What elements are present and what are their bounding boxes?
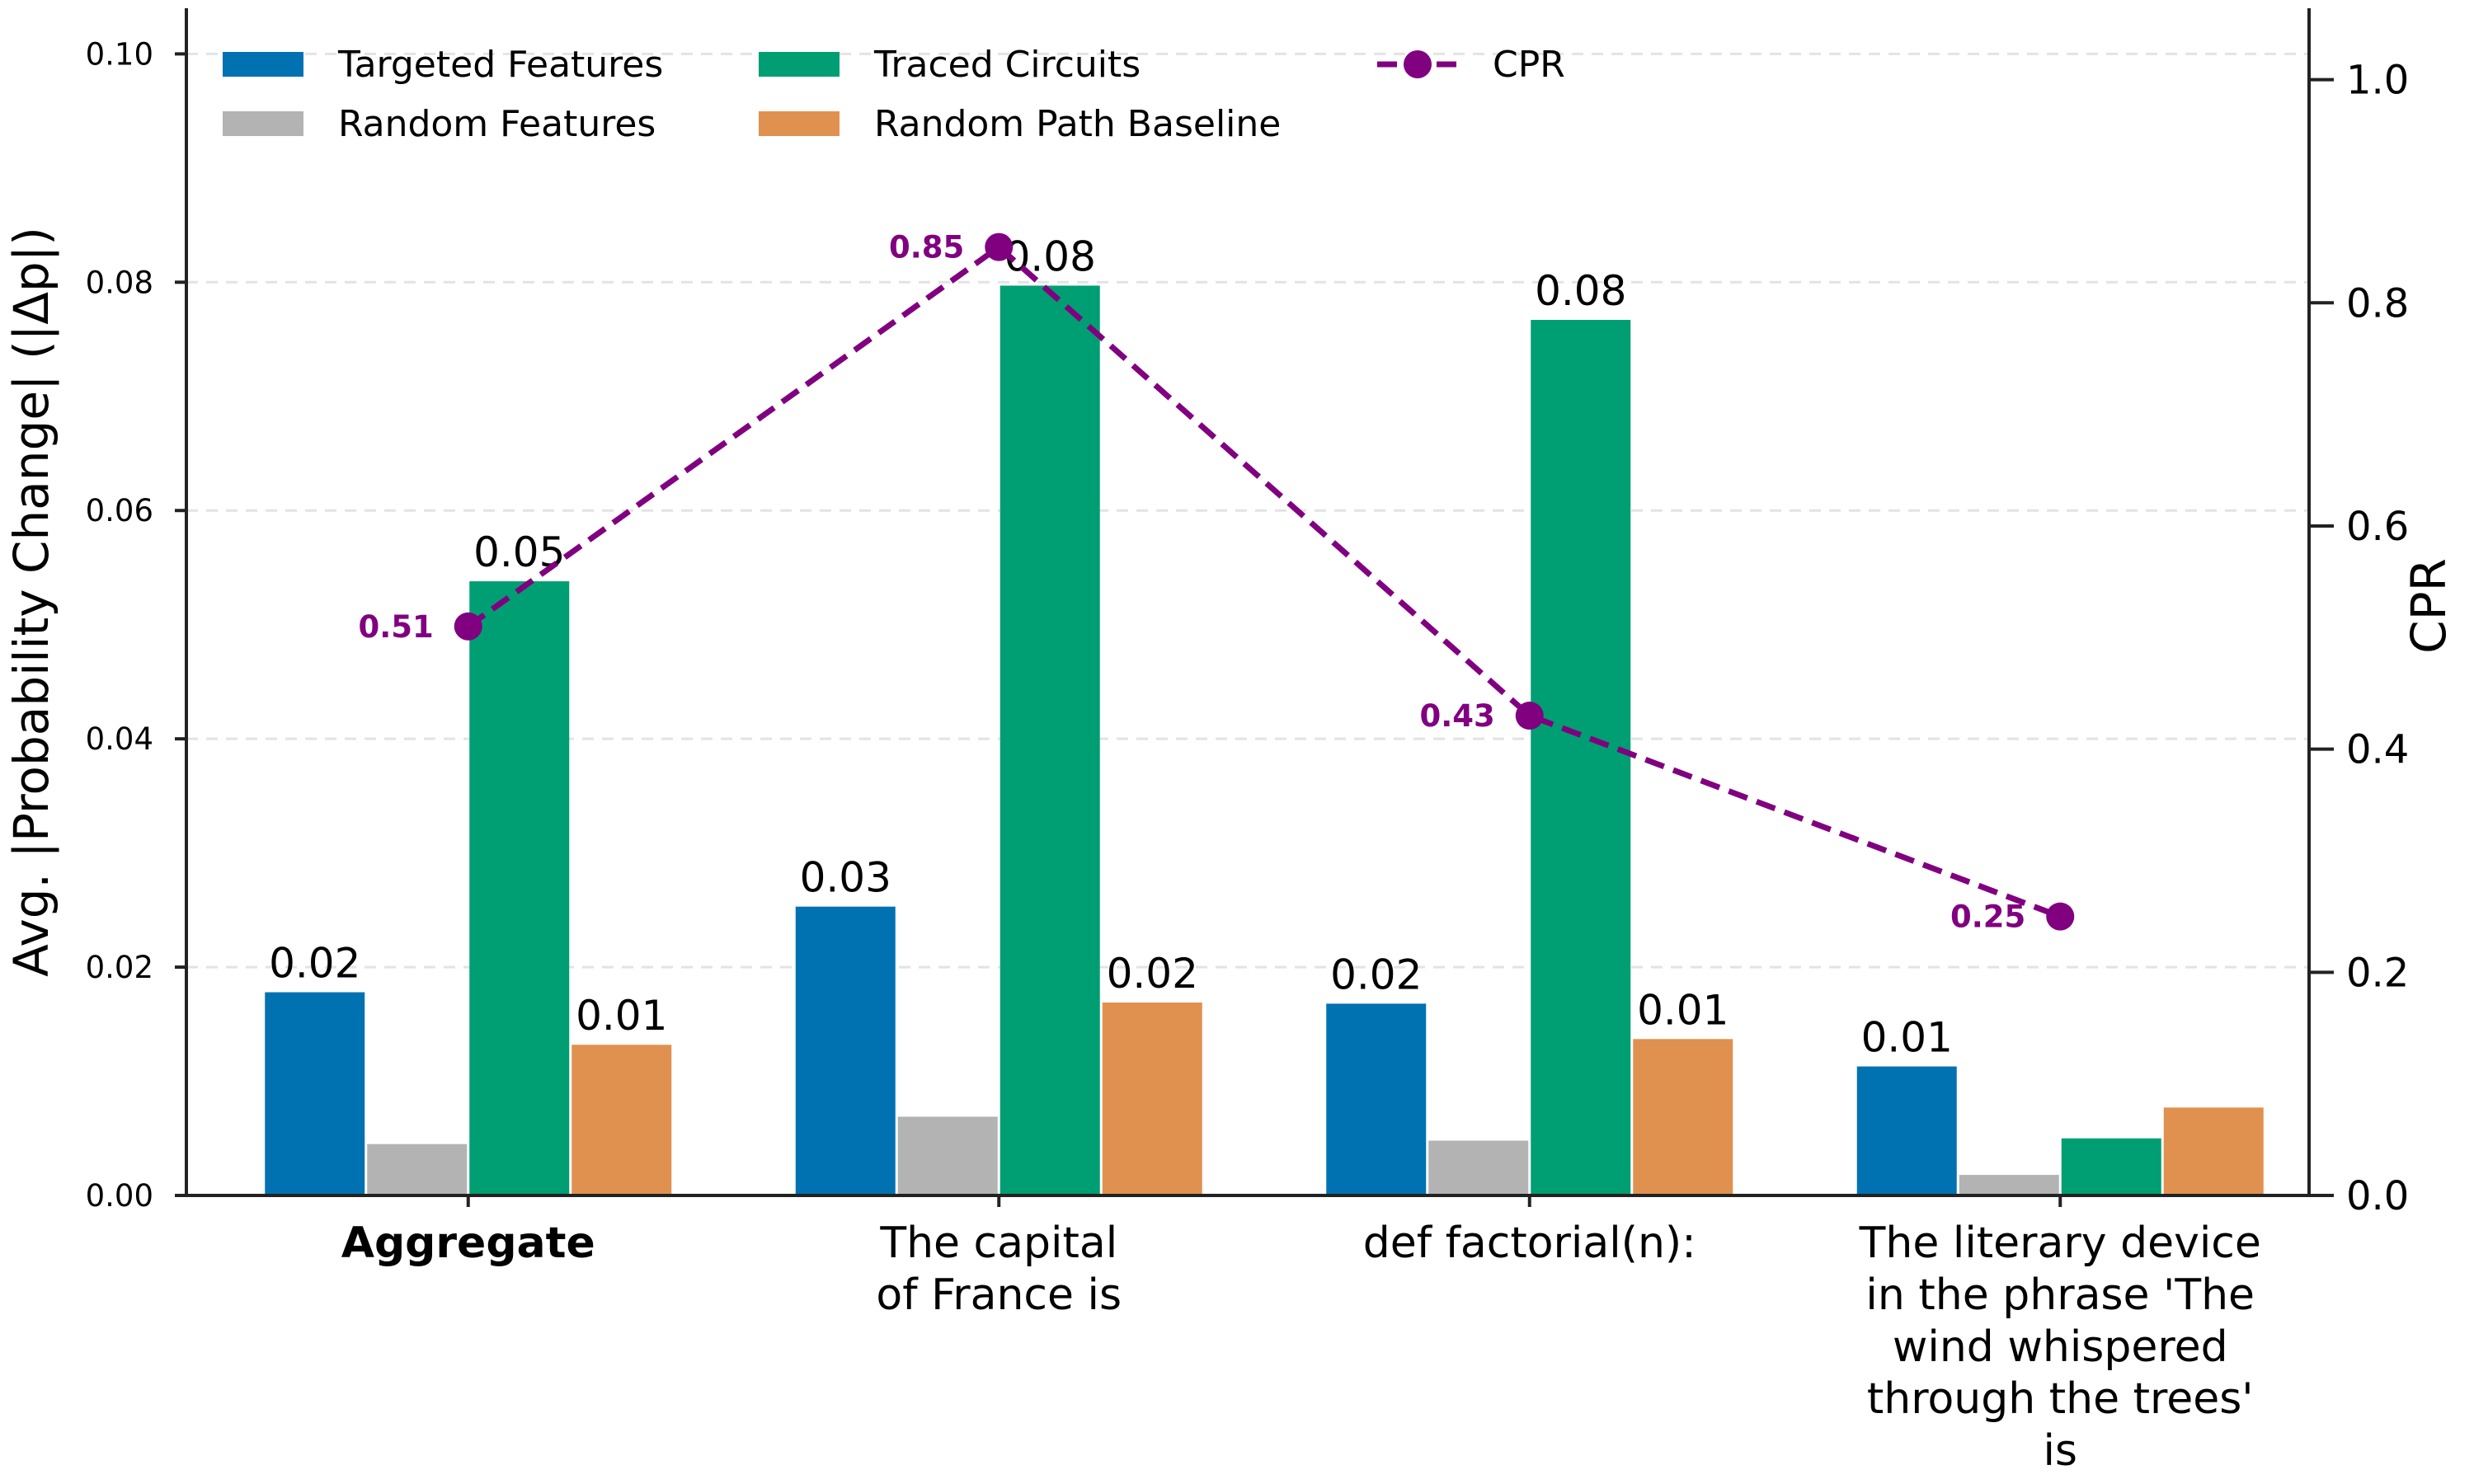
bar-random-features (367, 1144, 468, 1195)
legend-swatch (759, 52, 840, 77)
legend-label: Targeted Features (337, 44, 663, 86)
bar-random-path-baseline (571, 1045, 672, 1195)
bar-targeted-features (795, 906, 896, 1195)
legend-label: Traced Circuits (873, 44, 1141, 86)
legend-label: Random Path Baseline (874, 103, 1281, 145)
y-right-tick-label: 0.6 (2346, 504, 2409, 550)
bars (265, 285, 2264, 1195)
bar-random-features (1428, 1140, 1529, 1195)
legend-swatch (223, 111, 303, 136)
cpr-value-label: 0.25 (1950, 899, 2025, 935)
cpr-point (454, 612, 482, 641)
y-tick-label: 0.04 (86, 721, 153, 757)
bar-value-label: 0.02 (1330, 951, 1422, 998)
y-right-tick-label: 0.8 (2346, 280, 2409, 326)
y-tick-label: 0.08 (86, 265, 153, 300)
y-right-tick-label: 0.0 (2346, 1173, 2409, 1219)
legend-swatch (223, 52, 303, 77)
bar-traced-circuits (469, 581, 570, 1195)
bar-random-features (897, 1116, 998, 1195)
x-tick-label: The capital of France is (876, 1219, 1122, 1320)
bar-random-path-baseline (1102, 1003, 1202, 1195)
bar-value-label: 0.02 (1107, 950, 1198, 998)
bar-traced-circuits (2061, 1138, 2161, 1195)
bar-targeted-features (1326, 1003, 1427, 1195)
legend-swatch (759, 111, 840, 136)
cpr-line-path (466, 243, 2062, 919)
y-tick-label: 0.00 (86, 1178, 153, 1214)
bar-value-label: 0.08 (1004, 232, 1096, 280)
bar-value-label: 0.02 (269, 940, 360, 988)
y-tick-label: 0.10 (86, 36, 153, 72)
cpr-value-label: 0.85 (889, 230, 964, 265)
bar-value-label: 0.08 (1535, 267, 1626, 315)
grid-lines (186, 52, 2309, 969)
axes: 0.00 0.02 0.04 0.06 0.08 0.10 0.0 0.2 0.4 0.6 0.8 1… (3, 8, 2457, 1476)
legend: Targeted Features Random Features Traced C… (223, 44, 1565, 145)
x-tick-label: The literary device in the phrase 'The win… (1859, 1219, 2261, 1476)
bar-value-labels: 0.020.050.010.030.080.02 0.020.080.010.01 (269, 232, 1953, 1061)
legend-label: Random Features (338, 103, 656, 145)
y-right-tick-label: 0.4 (2346, 727, 2409, 773)
bar-value-label: 0.01 (1637, 986, 1729, 1034)
y-right-tick-label: 0.2 (2346, 950, 2409, 996)
x-tick-label: Aggregate (341, 1219, 595, 1268)
bar-traced-circuits (1531, 320, 1631, 1195)
legend-label: CPR (1493, 44, 1565, 86)
bar-targeted-features (265, 992, 365, 1195)
cpr-point (985, 232, 1014, 261)
cpr-value-label: 0.43 (1419, 698, 1494, 734)
x-tick-label: def factorial(n): (1363, 1219, 1696, 1268)
bar-value-label: 0.01 (1861, 1014, 1953, 1062)
y-tick-label: 0.02 (86, 950, 153, 985)
cpr-point (1515, 702, 1544, 730)
bar-random-features (1959, 1175, 2059, 1195)
y-right-axis-label: CPR (2401, 558, 2457, 654)
bar-value-label: 0.01 (576, 992, 667, 1040)
bar-value-label: 0.03 (800, 854, 891, 902)
y-axis-label: Avg. |Probability Change| (|Δp|) (3, 227, 59, 977)
bar-targeted-features (1856, 1066, 1957, 1195)
legend-marker (1404, 50, 1432, 78)
cpr-line: 0.51 0.85 0.43 0.25 (358, 230, 2075, 935)
bar-random-path-baseline (2163, 1107, 2264, 1195)
cpr-point (2046, 902, 2075, 931)
cpr-value-label: 0.51 (358, 609, 433, 645)
bar-random-path-baseline (1633, 1039, 1733, 1195)
bar-traced-circuits (999, 285, 1100, 1195)
y-right-tick-label: 1.0 (2346, 58, 2409, 104)
y-tick-label: 0.06 (86, 493, 153, 528)
